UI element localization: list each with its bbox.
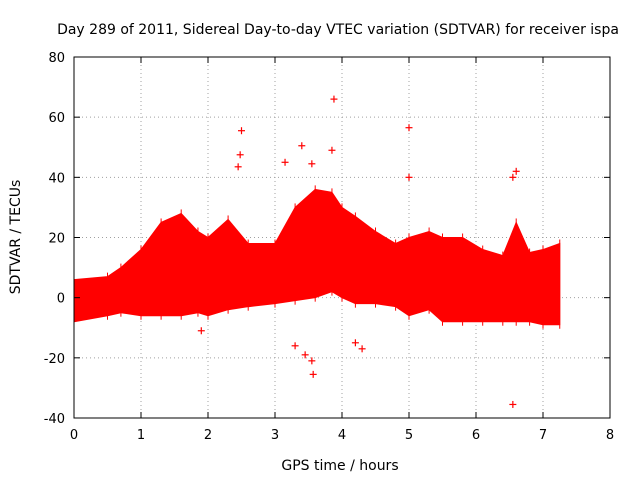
data-point bbox=[234, 163, 242, 171]
data-point bbox=[308, 357, 316, 365]
data-point bbox=[512, 167, 520, 175]
x-axis-label: GPS time / hours bbox=[281, 458, 398, 474]
x-tick-label: 7 bbox=[539, 428, 547, 443]
data-point bbox=[301, 351, 309, 359]
axis-ticks bbox=[73, 56, 611, 419]
y-tick-label: -20 bbox=[44, 352, 65, 367]
x-tick-label: 0 bbox=[70, 428, 78, 443]
x-tick-label: 6 bbox=[472, 428, 480, 443]
data-point bbox=[509, 400, 517, 408]
data-point bbox=[309, 370, 317, 378]
data-point bbox=[291, 342, 299, 350]
data-point bbox=[197, 327, 205, 335]
x-tick-label: 3 bbox=[271, 428, 279, 443]
data-points bbox=[197, 95, 520, 408]
chart-title: Day 289 of 2011, Sidereal Day-to-day VTE… bbox=[57, 22, 619, 38]
x-tick-label: 2 bbox=[204, 428, 212, 443]
data-point bbox=[358, 345, 366, 353]
data-point bbox=[308, 160, 316, 168]
y-tick-label: 40 bbox=[48, 171, 65, 186]
y-tick-label: 0 bbox=[57, 292, 65, 307]
data-point bbox=[405, 173, 413, 181]
data-point bbox=[405, 124, 413, 132]
data-point bbox=[328, 146, 336, 154]
data-point bbox=[509, 173, 517, 181]
y-tick-label: 20 bbox=[48, 232, 65, 247]
y-tick-label: 60 bbox=[48, 111, 65, 126]
data-band-fill bbox=[73, 188, 561, 326]
x-tick-label: 1 bbox=[137, 428, 145, 443]
data-point bbox=[281, 158, 289, 166]
x-tick-label: 5 bbox=[405, 428, 413, 443]
x-tick-label: 4 bbox=[338, 428, 346, 443]
data-point bbox=[330, 95, 338, 103]
y-axis-label: SDTVAR / TECUs bbox=[8, 180, 24, 295]
y-tick-labels: -40 -20 0 20 40 60 80 bbox=[44, 51, 65, 427]
x-tick-labels: 0 1 2 3 4 5 6 7 8 bbox=[70, 428, 614, 443]
data-point bbox=[298, 142, 306, 150]
y-tick-label: 80 bbox=[48, 51, 65, 66]
data-point bbox=[238, 127, 245, 135]
data-point bbox=[351, 339, 359, 347]
y-tick-label: -40 bbox=[44, 412, 65, 427]
data-band bbox=[73, 185, 561, 329]
x-tick-label: 8 bbox=[606, 428, 614, 443]
data-point bbox=[236, 151, 244, 159]
